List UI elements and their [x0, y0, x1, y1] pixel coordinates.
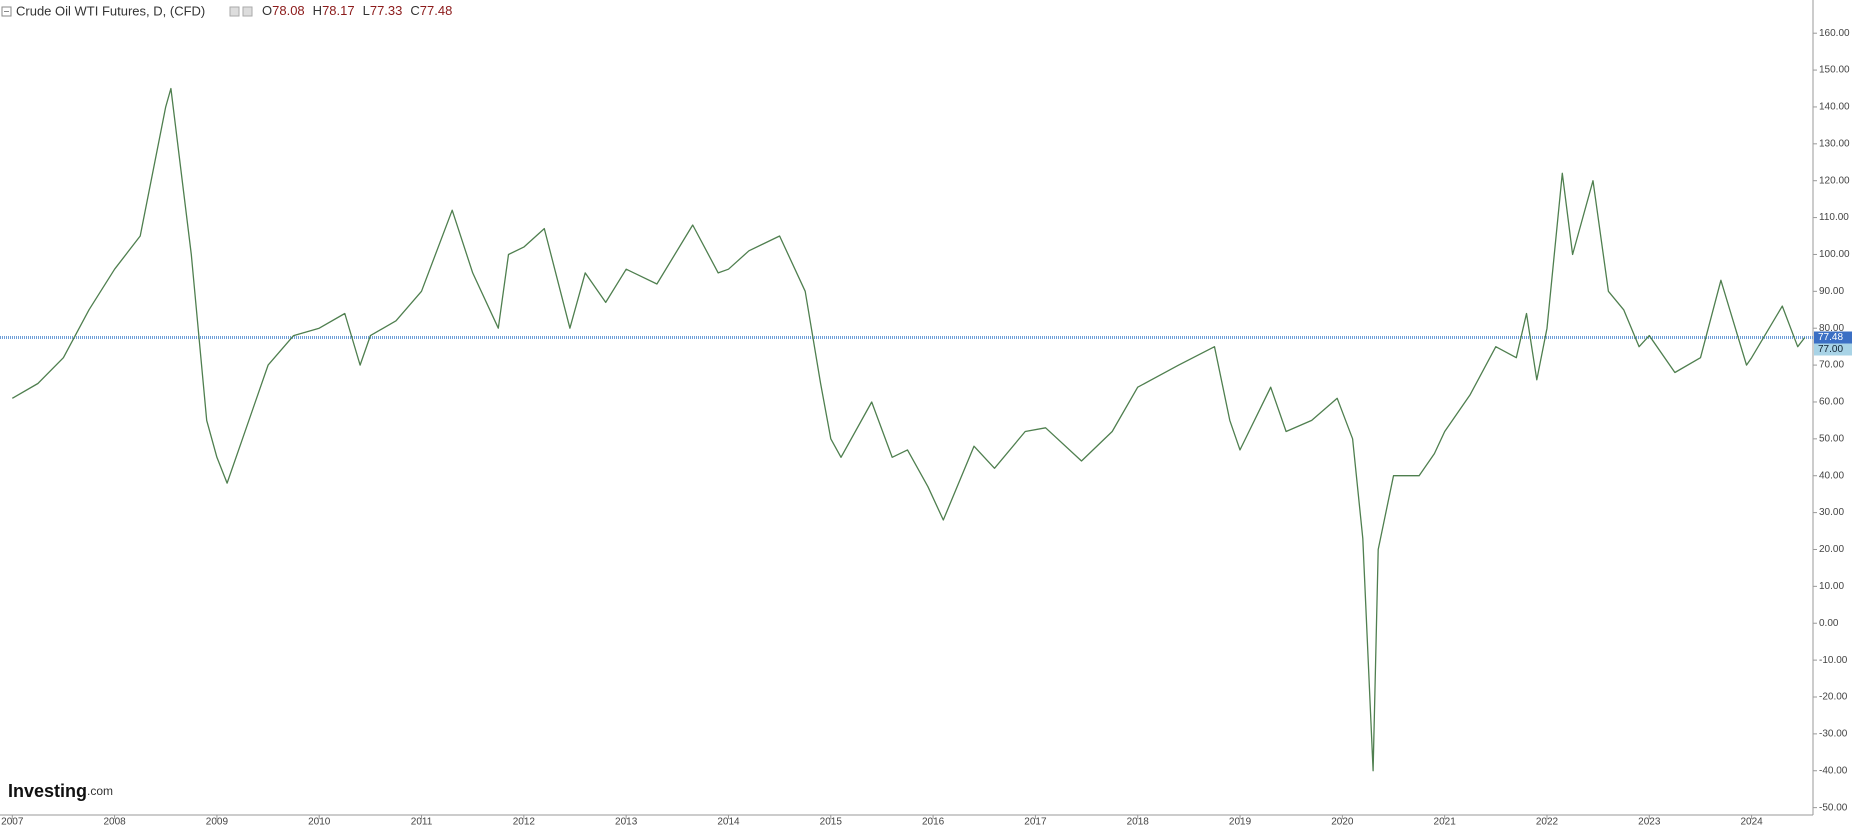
y-tick-label: 20.00 [1819, 544, 1844, 555]
price-series [11, 87, 1806, 772]
x-tick-label: 2011 [411, 817, 433, 828]
x-tick-label: 2018 [1127, 817, 1150, 828]
y-tick-label: 120.00 [1819, 175, 1850, 186]
ohlc-value: 78.17 [322, 3, 355, 18]
x-tick-label: 2010 [308, 817, 331, 828]
ohlc-label: L [363, 3, 370, 18]
chart-title: Crude Oil WTI Futures, D, (CFD) [16, 3, 205, 18]
ohlc-value: 77.48 [420, 3, 453, 18]
y-tick-label: -10.00 [1819, 655, 1848, 666]
ohlc-value: 78.08 [272, 3, 305, 18]
y-tick-label: -50.00 [1819, 802, 1848, 813]
hide-button[interactable] [229, 6, 240, 17]
ohlc-item: C77.48 [410, 3, 452, 18]
collapse-icon[interactable] [1, 6, 12, 17]
price-label: 77.00 [1818, 344, 1843, 355]
logo-name-text: Investing [8, 781, 87, 801]
y-tick-label: 80.00 [1819, 323, 1844, 334]
close-button[interactable] [242, 6, 253, 17]
ohlc-value: 77.33 [370, 3, 403, 18]
y-tick-label: 100.00 [1819, 249, 1850, 260]
x-tick-label: 2008 [103, 817, 126, 828]
ohlc-label: C [410, 3, 419, 18]
x-tick-label: 2009 [206, 817, 229, 828]
y-tick-label: 10.00 [1819, 581, 1844, 592]
price-label-box [1814, 343, 1852, 356]
ohlc-item: L77.33 [363, 3, 403, 18]
y-tick-label: 40.00 [1819, 470, 1844, 481]
logo-name: Investing.com [8, 781, 113, 801]
y-tick-label: 90.00 [1819, 286, 1844, 297]
x-tick-label: 2013 [615, 817, 638, 828]
x-tick-label: 2012 [513, 817, 536, 828]
logo: Investing.com [8, 781, 113, 801]
y-tick-label: 0.00 [1819, 618, 1839, 629]
y-tick-label: -30.00 [1819, 729, 1848, 740]
x-tick-label: 2007 [1, 817, 24, 828]
y-tick-label: 160.00 [1819, 28, 1850, 39]
y-tick-label: 50.00 [1819, 433, 1844, 444]
ohlc-item: H78.17 [313, 3, 355, 18]
y-tick-label: 70.00 [1819, 360, 1844, 371]
y-tick-label: 60.00 [1819, 397, 1844, 408]
ohlc-label: O [262, 3, 272, 18]
y-tick-label: 130.00 [1819, 138, 1850, 149]
y-tick-label: -20.00 [1819, 692, 1848, 703]
x-tick-label: 2024 [1740, 817, 1763, 828]
ohlc-group: O78.08 H78.17 L77.33 C77.48 [262, 3, 452, 18]
y-tick-label: 110.00 [1819, 212, 1849, 223]
ohlc-item: O78.08 [262, 3, 305, 18]
x-tick-label: 2015 [820, 817, 843, 828]
y-tick-label: 140.00 [1819, 102, 1850, 113]
price-label: 77.48 [1818, 332, 1843, 343]
x-tick-label: 2020 [1331, 817, 1354, 828]
x-tick-label: 2016 [922, 817, 945, 828]
x-tick-label: 2022 [1536, 817, 1559, 828]
y-tick-label: -40.00 [1819, 765, 1848, 776]
x-tick-label: 2019 [1229, 817, 1252, 828]
x-tick-label: 2017 [1024, 817, 1047, 828]
x-tick-label: 2021 [1434, 817, 1457, 828]
x-tick-label: 2014 [717, 817, 740, 828]
y-tick-label: 150.00 [1819, 65, 1850, 76]
ohlc-label: H [313, 3, 322, 18]
logo-suffix: .com [87, 784, 113, 798]
x-tick-label: 2023 [1638, 817, 1661, 828]
y-tick-label: 30.00 [1819, 507, 1844, 518]
price-label-box [1814, 331, 1852, 344]
